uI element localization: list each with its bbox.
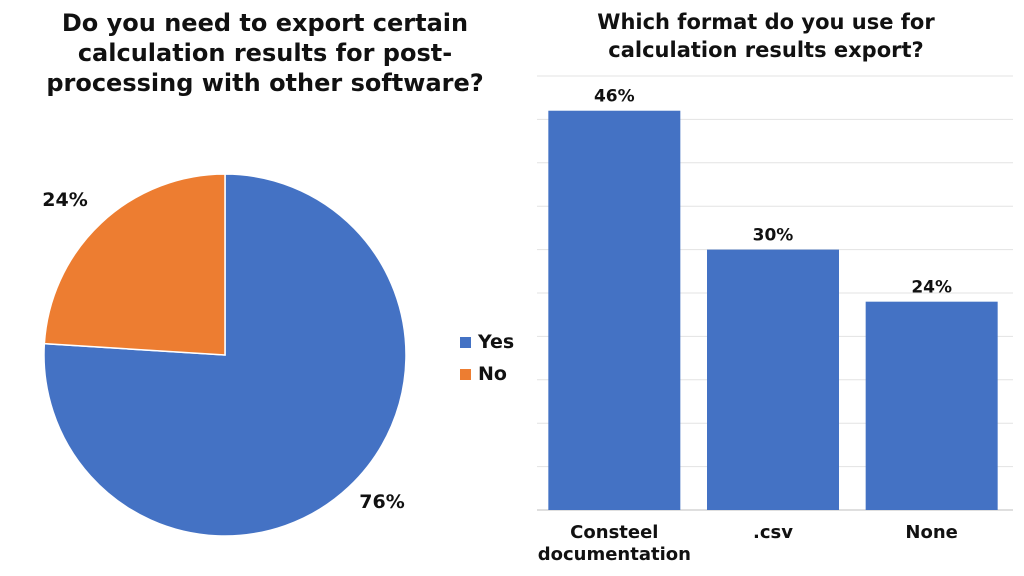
bar-category-label-3: None: [905, 522, 958, 543]
bar-1: [548, 110, 681, 510]
legend-label-no: No: [478, 363, 507, 385]
legend-swatch-no: [460, 368, 471, 380]
bar-data-label-3: 24%: [911, 278, 952, 298]
legend-swatch-yes: [460, 336, 471, 348]
bar-chart-title: Which format do you use for calculation …: [597, 10, 935, 62]
pie-slice-yes: [43, 173, 407, 537]
legend-label-yes: Yes: [478, 331, 515, 353]
pie-data-label-no: 24%: [42, 189, 87, 211]
pie-slice-no: [43, 173, 226, 356]
legend-item-no: No: [460, 358, 514, 390]
bar-category-label-2: .csv: [753, 522, 793, 543]
bar-3: [865, 301, 998, 510]
pie-data-label-yes: 76%: [359, 491, 404, 513]
pie-legend: Yes No: [460, 326, 514, 390]
bar-data-label-1: 46%: [594, 87, 635, 107]
bar-data-label-2: 30%: [753, 226, 794, 246]
legend-item-yes: Yes: [460, 326, 514, 358]
bar-category-label-1: Consteel documentation: [537, 522, 691, 565]
pie-chart-title: Do you need to export certain calculatio…: [46, 9, 484, 97]
bar-2: [707, 249, 839, 510]
